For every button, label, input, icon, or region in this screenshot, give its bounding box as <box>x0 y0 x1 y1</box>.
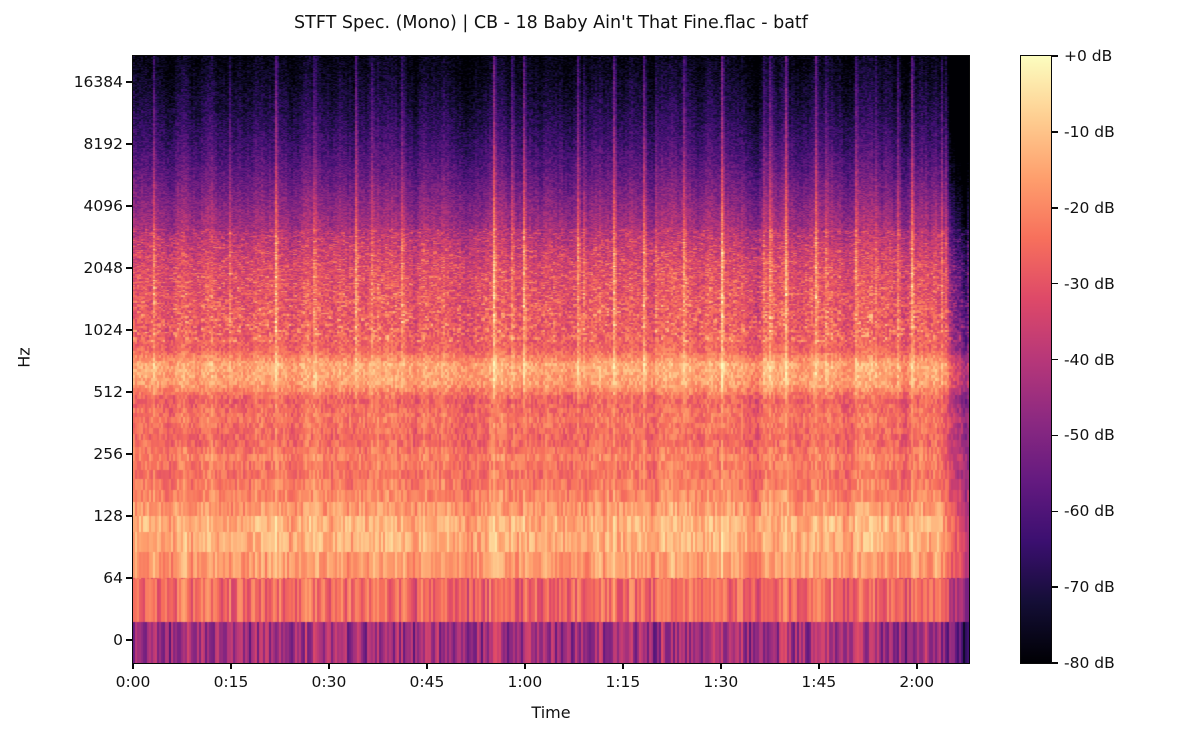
colorbar-tick-label: -70 dB <box>1064 578 1115 597</box>
y-tick-label: 512 <box>93 383 123 401</box>
x-tick-label: 1:00 <box>507 673 543 691</box>
y-tick-mark <box>126 639 132 641</box>
x-tick-mark <box>230 663 232 669</box>
chart-title: STFT Spec. (Mono) | CB - 18 Baby Ain't T… <box>294 13 808 33</box>
colorbar-tick-label: -50 dB <box>1064 426 1115 445</box>
y-tick-label: 1024 <box>83 321 123 339</box>
colorbar-tick-label: -40 dB <box>1064 350 1115 369</box>
y-tick-label: 0 <box>113 631 123 649</box>
colorbar-tick-label: -20 dB <box>1064 198 1115 217</box>
y-tick-mark <box>126 329 132 331</box>
x-tick-label: 0:45 <box>409 673 445 691</box>
y-tick-mark <box>126 143 132 145</box>
spectrogram-heatmap <box>133 56 969 663</box>
colorbar-tick-mark <box>1052 282 1058 285</box>
y-tick-mark <box>126 515 132 517</box>
y-tick-label: 64 <box>103 569 123 587</box>
y-tick-mark <box>126 453 132 455</box>
colorbar-tick-label: -60 dB <box>1064 502 1115 521</box>
x-tick-label: 0:15 <box>213 673 249 691</box>
colorbar-tick-mark <box>1052 207 1058 209</box>
y-tick-mark <box>126 205 132 207</box>
y-tick-label: 4096 <box>83 197 123 215</box>
x-tick-mark <box>426 663 428 669</box>
y-axis-label: Hz <box>14 347 34 368</box>
x-tick-label: 1:45 <box>801 673 837 691</box>
colorbar-tick-mark <box>1052 662 1058 664</box>
x-tick-mark <box>622 663 624 669</box>
y-tick-label: 256 <box>93 445 123 463</box>
x-tick-mark <box>818 663 820 669</box>
colorbar-tick-mark <box>1052 131 1058 133</box>
x-tick-label: 0:00 <box>115 673 151 691</box>
y-tick-label: 2048 <box>83 259 123 277</box>
x-tick-mark <box>916 663 918 669</box>
colorbar-tick-label: +0 dB <box>1064 47 1113 65</box>
x-tick-mark <box>132 663 134 669</box>
y-tick-label: 128 <box>93 507 123 525</box>
colorbar-tick-label: -80 dB <box>1064 654 1115 672</box>
y-tick-mark <box>126 267 132 269</box>
y-tick-mark <box>126 391 132 393</box>
plot-area <box>132 55 970 664</box>
x-tick-label: 1:30 <box>703 673 739 691</box>
colorbar <box>1020 55 1052 664</box>
x-tick-label: 1:15 <box>605 673 641 691</box>
colorbar-tick-mark <box>1052 434 1058 437</box>
x-tick-mark <box>328 663 330 669</box>
colorbar-tick-mark <box>1052 358 1058 361</box>
y-tick-mark <box>126 81 132 83</box>
y-tick-label: 16384 <box>73 73 123 91</box>
y-tick-mark <box>126 577 132 579</box>
x-tick-label: 0:30 <box>311 673 347 691</box>
colorbar-tick-mark <box>1052 510 1058 512</box>
x-tick-label: 2:00 <box>899 673 935 691</box>
y-tick-label: 8192 <box>83 135 123 153</box>
colorbar-tick-mark <box>1052 55 1058 57</box>
x-tick-mark <box>720 663 722 669</box>
x-tick-mark <box>524 663 526 669</box>
colorbar-tick-mark <box>1052 586 1058 588</box>
colorbar-tick-label: -10 dB <box>1064 122 1115 141</box>
colorbar-tick-label: -30 dB <box>1064 274 1115 293</box>
x-axis-label: Time <box>531 703 571 722</box>
